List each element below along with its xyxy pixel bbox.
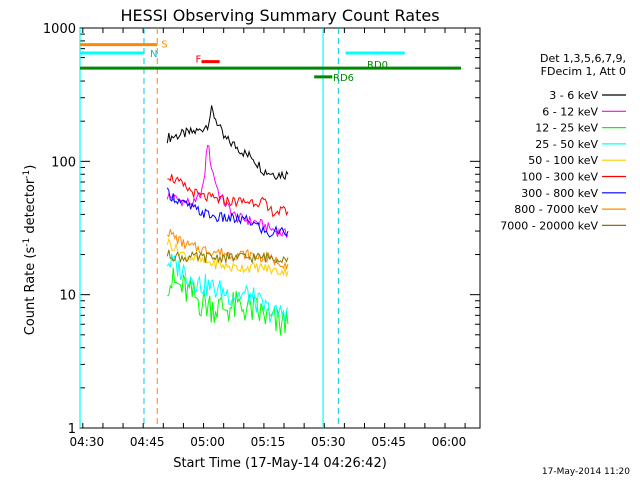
bar-label-rd0: RD0 [367, 60, 388, 71]
bar-label-f: F [195, 55, 201, 66]
footer-date: 17-May-2014 11:20 [542, 467, 630, 477]
x-tick-label: 05:45 [371, 435, 406, 449]
series-line [167, 267, 289, 336]
plot-axes: 1 10 100 1000 04:30 04:45 05:00 05:15 05:30 05:45… [43, 22, 481, 449]
plot-marks: SN F RD6 RD0 [79, 28, 461, 428]
legend-label: 50 - 100 keV [528, 154, 598, 167]
series-line [166, 237, 289, 277]
x-tick-label: 04:45 [130, 435, 165, 449]
legend-label: 100 - 300 keV [521, 171, 598, 184]
x-axis-label: Start Time (17-May-14 04:26:42) [173, 456, 387, 471]
series-line [166, 105, 289, 181]
series-line [166, 187, 289, 238]
series-line [167, 174, 289, 218]
y-tick-label: 10 [59, 289, 76, 304]
bar-label-rd6: RD6 [333, 73, 354, 84]
legend-label: 25 - 50 keV [535, 138, 598, 151]
chart-title: HESSI Observing Summary Count Rates [120, 6, 439, 25]
legend-label: 7000 - 20000 keV [500, 219, 598, 232]
bar-label-s: S [161, 40, 167, 51]
legend: Det 1,3,5,6,7,9,FDecim 1, Att 0 3 - 6 keV… [500, 52, 626, 232]
series-line [166, 228, 289, 271]
series-line [166, 253, 289, 323]
x-tick-label: 04:30 [70, 435, 105, 449]
legend-label: 12 - 25 keV [535, 122, 598, 135]
legend-label: 6 - 12 keV [542, 105, 598, 118]
series-line [166, 249, 289, 264]
x-tick-label: 06:00 [432, 435, 467, 449]
x-tick-label: 05:15 [251, 435, 286, 449]
y-tick-label: 100 [51, 155, 76, 170]
y-tick-label: 1 [68, 422, 76, 437]
series-line [166, 144, 289, 239]
y-axis-label: Count Rate (s-1 detector-1) [22, 165, 38, 336]
x-tick-label: 05:00 [190, 435, 225, 449]
bar-label-n: N [150, 49, 157, 60]
legend-label: 3 - 6 keV [549, 89, 598, 102]
legend-header: Det 1,3,5,6,7,9, [540, 52, 626, 65]
x-tick-label: 05:30 [311, 435, 346, 449]
legend-label: 300 - 800 keV [521, 187, 598, 200]
y-tick-label: 1000 [43, 22, 76, 37]
legend-header: FDecim 1, Att 0 [541, 65, 626, 78]
legend-label: 800 - 7000 keV [514, 203, 598, 216]
plot-frame [79, 27, 481, 429]
